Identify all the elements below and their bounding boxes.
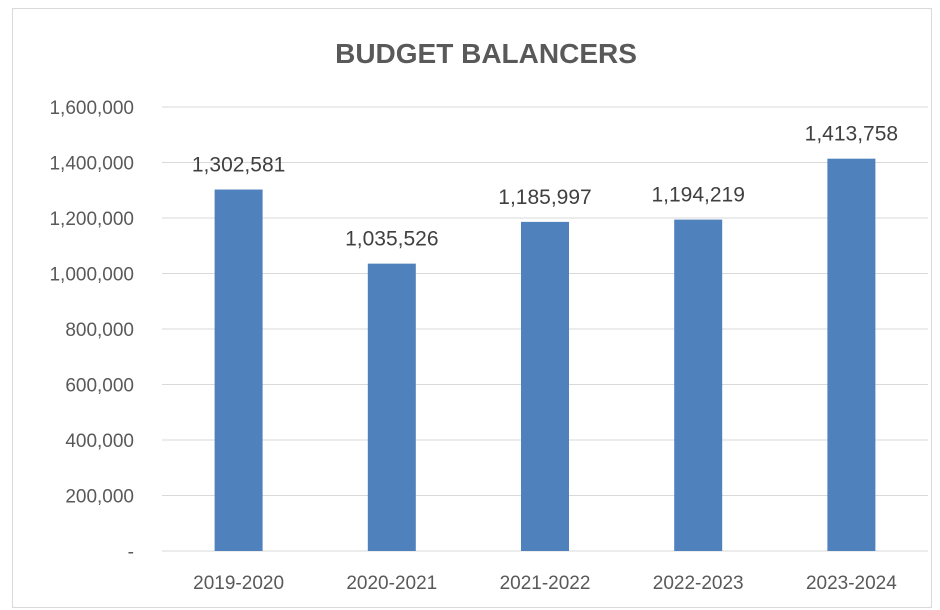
- chart-frame: [12, 8, 932, 608]
- y-tick-label: 800,000: [65, 320, 134, 341]
- x-tick-label: 2020-2021: [346, 573, 437, 594]
- x-axis-tick-labels: 2019-2020 2020-2021 2021-2022 2022-2023 2023…: [193, 573, 897, 594]
- y-tick-label: 1,400,000: [49, 154, 134, 175]
- y-tick-label: 1,200,000: [49, 209, 134, 230]
- data-label: 1,194,219: [651, 184, 744, 207]
- y-tick-label: -: [128, 542, 134, 563]
- y-tick-label: 200,000: [65, 487, 134, 508]
- y-tick-label: 1,000,000: [49, 265, 134, 286]
- x-tick-label: 2021-2022: [500, 573, 591, 594]
- y-tick-label: 1,600,000: [49, 98, 134, 119]
- data-label: 1,413,758: [805, 123, 898, 146]
- bar: [367, 263, 416, 551]
- data-label: 1,302,581: [192, 154, 285, 177]
- y-tick-label: 600,000: [65, 376, 134, 397]
- y-tick-label: 400,000: [65, 431, 134, 452]
- data-label: 1,035,526: [345, 228, 438, 251]
- bars: [214, 158, 876, 552]
- x-tick-label: 2023-2024: [806, 573, 897, 594]
- data-label: 1,185,997: [498, 186, 591, 209]
- chart-title: BUDGET BALANCERS: [335, 38, 637, 69]
- bar: [827, 158, 876, 551]
- bar: [521, 221, 569, 551]
- x-tick-label: 2022-2023: [653, 573, 744, 594]
- data-labels: 1,302,581 1,035,526 1,185,997 1,194,219 1,41…: [192, 123, 898, 251]
- bar: [214, 189, 263, 552]
- bar: [674, 219, 723, 551]
- y-axis-tick-labels: - 200,000 400,000 600,000 800,000 1,000,000 1,…: [49, 98, 134, 563]
- x-tick-label: 2019-2020: [193, 573, 284, 594]
